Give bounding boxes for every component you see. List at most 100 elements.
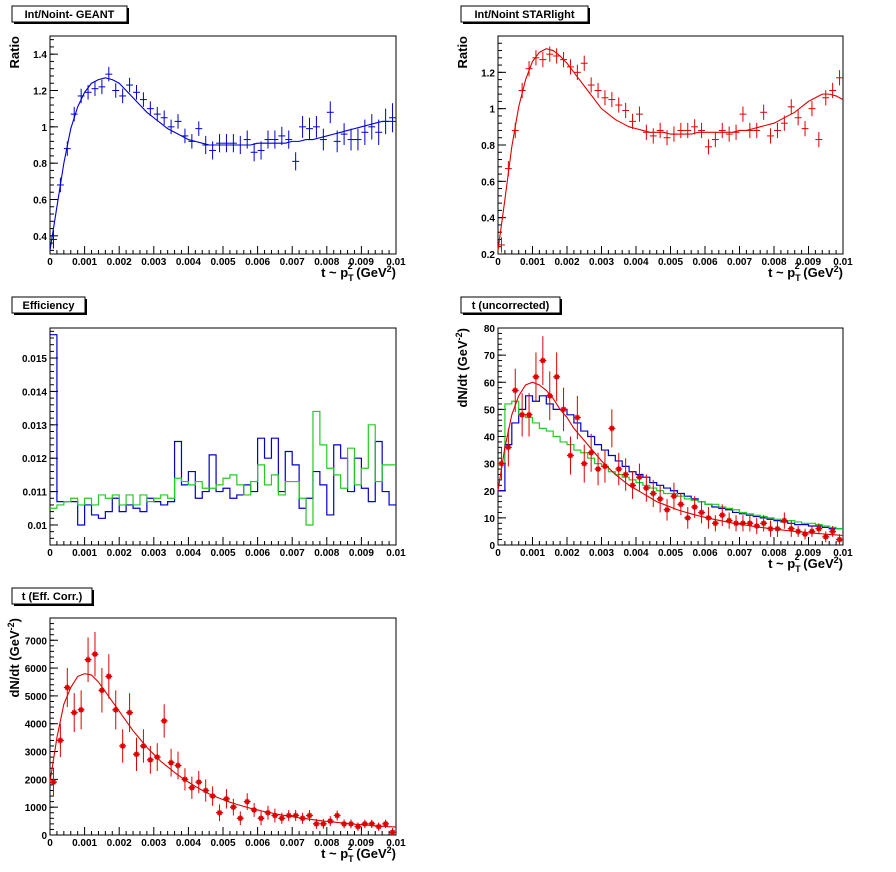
data-point — [326, 101, 334, 124]
y-tick-label: 3000 — [25, 748, 48, 759]
x-tick-label: 0.007 — [280, 548, 305, 559]
star-marker — [64, 684, 71, 691]
x-tick-label: 0.009 — [796, 257, 821, 268]
star-marker — [147, 756, 154, 763]
star-marker — [629, 482, 636, 489]
y-tick-label: 0 — [41, 831, 47, 842]
data-point — [608, 409, 616, 448]
data-point — [808, 526, 816, 537]
x-tick-label: 0.007 — [280, 257, 305, 268]
y-tick-label: 1.2 — [33, 87, 47, 98]
series-hist-1 — [50, 410, 396, 526]
x-tick-label: 0.003 — [141, 257, 166, 268]
y-tick-label: 0.012 — [22, 454, 47, 465]
data-point — [167, 119, 175, 135]
star-marker — [85, 656, 92, 663]
data-point — [780, 512, 788, 529]
chart-title: Efficiency — [23, 300, 76, 312]
fit-curve — [49, 77, 396, 251]
x-tick-label: 0.003 — [141, 548, 166, 559]
y-tick-label: 50 — [484, 405, 496, 416]
data-point — [223, 134, 230, 153]
star-marker — [50, 779, 57, 786]
data-point — [677, 122, 685, 139]
star-marker — [836, 536, 843, 543]
data-point — [271, 808, 279, 823]
data-point — [347, 128, 355, 151]
star-marker — [601, 463, 608, 470]
y-axis-label: Ratio — [7, 36, 22, 69]
data-point — [243, 130, 251, 149]
y-tick-label: 0.8 — [481, 141, 495, 152]
star-marker — [98, 687, 105, 694]
star-marker — [802, 531, 809, 538]
x-tick-label: 0.004 — [176, 838, 201, 849]
data-point — [691, 119, 699, 135]
x-tick-label: 0.008 — [314, 257, 339, 268]
data-point — [153, 106, 161, 122]
data-point — [361, 119, 369, 145]
x-tick-label: 0.005 — [210, 548, 235, 559]
plot-frame — [49, 327, 397, 546]
star-marker — [581, 460, 588, 467]
data-point — [160, 704, 168, 738]
star-marker — [719, 512, 726, 519]
data-point — [553, 48, 561, 64]
data-point — [223, 789, 230, 809]
data-point — [112, 83, 120, 98]
star-marker — [278, 815, 285, 822]
y-tick-label: 20 — [484, 487, 496, 498]
star-marker — [112, 706, 119, 713]
data-point — [209, 141, 217, 160]
star-marker — [133, 751, 140, 758]
data-point — [684, 122, 692, 139]
data-point — [292, 809, 300, 822]
data-point — [250, 143, 258, 162]
x-tick-label: 0.006 — [692, 548, 717, 559]
data-point — [333, 130, 341, 153]
x-tick-label: 0.001 — [520, 548, 545, 559]
data-point — [836, 534, 843, 545]
star-marker — [505, 444, 512, 451]
star-marker — [105, 673, 112, 680]
data-point — [636, 106, 643, 122]
star-marker — [230, 804, 237, 811]
star-marker — [209, 793, 216, 800]
y-tick-label: 2000 — [25, 775, 48, 786]
data-point — [368, 114, 376, 140]
star-marker — [361, 820, 368, 827]
data-point — [518, 82, 526, 99]
star-marker — [512, 387, 519, 394]
data-point — [340, 123, 348, 145]
star-marker — [292, 812, 299, 819]
y-tick-label: 0.011 — [23, 488, 48, 499]
x-tick-label: 0.002 — [107, 257, 132, 268]
star-marker — [781, 517, 788, 524]
data-point — [539, 51, 547, 68]
x-tick-label: 0.01 — [386, 257, 406, 268]
data-point — [622, 102, 630, 119]
star-marker — [271, 812, 278, 819]
x-tick-label: 0.003 — [589, 548, 614, 559]
data-point — [746, 515, 754, 532]
y-tick-label: 0.01 — [28, 521, 48, 532]
title-frame — [11, 296, 86, 314]
star-marker — [698, 509, 705, 516]
series-curve-3 — [497, 381, 844, 537]
data-point — [670, 482, 678, 510]
x-tick-label: 0.004 — [623, 548, 648, 559]
x-tick-label: 0.001 — [72, 838, 97, 849]
chart-title: t (Eff. Corr.) — [22, 591, 83, 603]
data-point — [160, 110, 168, 126]
star-marker — [650, 490, 657, 497]
x-tick-label: 0.004 — [176, 257, 201, 268]
star-marker — [251, 806, 258, 813]
data-point — [278, 126, 286, 145]
histogram-line — [50, 410, 396, 526]
x-tick-label: 0.006 — [692, 257, 717, 268]
star-marker — [320, 820, 327, 827]
data-point — [174, 114, 182, 129]
x-tick-label: 0.001 — [520, 257, 545, 268]
star-marker — [119, 742, 126, 749]
data-point — [649, 479, 657, 508]
